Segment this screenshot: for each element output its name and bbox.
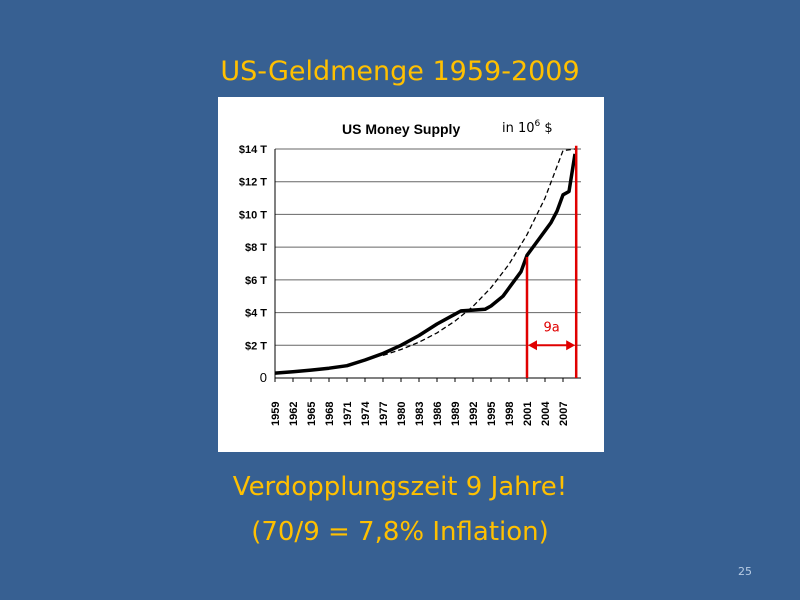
caption-inflation: (70/9 = 7,8% Inflation) [251,517,549,547]
y-tick-label: $2 T [245,340,267,352]
annotation-label: 9a [543,320,559,335]
series-line-money-supply [274,153,577,375]
x-tick-label: 1959 [270,402,282,426]
chart-unit: in 106 $ [502,119,553,136]
chart: US Money Supply in 106 $ 0 $2 T $4 T $6 T $8… [218,97,604,452]
x-tick-label: 2007 [558,402,570,426]
x-tick-label: 1977 [378,402,390,426]
x-tick-label: 1974 [360,401,372,426]
y-tick-label: $14 T [239,144,267,156]
grid [275,148,581,346]
series [274,148,577,375]
annotation: 9a [525,145,578,378]
x-tick-label: 1980 [396,402,408,426]
x-tick-label: 2004 [540,401,552,426]
series-line-exponential [382,148,576,357]
y-tick-label: $12 T [239,177,267,189]
page-number: 25 [738,565,752,578]
y-tick-label: 0 [260,370,267,385]
axes: 0 $2 T $4 T $6 T $8 T $10 T $12 T $14 T 1959 1962… [239,144,581,426]
x-tick-label: 1965 [306,402,318,426]
caption-doubling-time: Verdopplungszeit 9 Jahre! [232,472,568,502]
y-tick-label: $6 T [245,275,267,287]
x-tick-label: 2001 [522,402,534,426]
x-tick-label: 1995 [486,402,498,426]
chart-svg: US Money Supply in 106 $ 0 $2 T $4 T $6 T $8… [239,119,581,426]
x-tick-label: 1992 [468,402,480,426]
x-tick-label: 1962 [288,402,300,426]
x-tick-label: 1986 [432,402,444,426]
x-tick-label: 1998 [504,402,516,426]
y-tick-label: $10 T [239,209,267,221]
chart-title: US Money Supply [342,121,460,137]
y-tick-label: $4 T [245,308,267,320]
x-tick-label: 1983 [414,402,426,426]
arrow-head-left [528,340,537,351]
slide-title: US-Geldmenge 1959-2009 [220,56,580,87]
x-tick-label: 1968 [324,402,336,426]
x-tick-label: 1971 [342,402,354,426]
y-tick-label: $8 T [245,242,267,254]
x-tick-label: 1989 [450,402,462,426]
arrow-head-right [566,340,576,351]
